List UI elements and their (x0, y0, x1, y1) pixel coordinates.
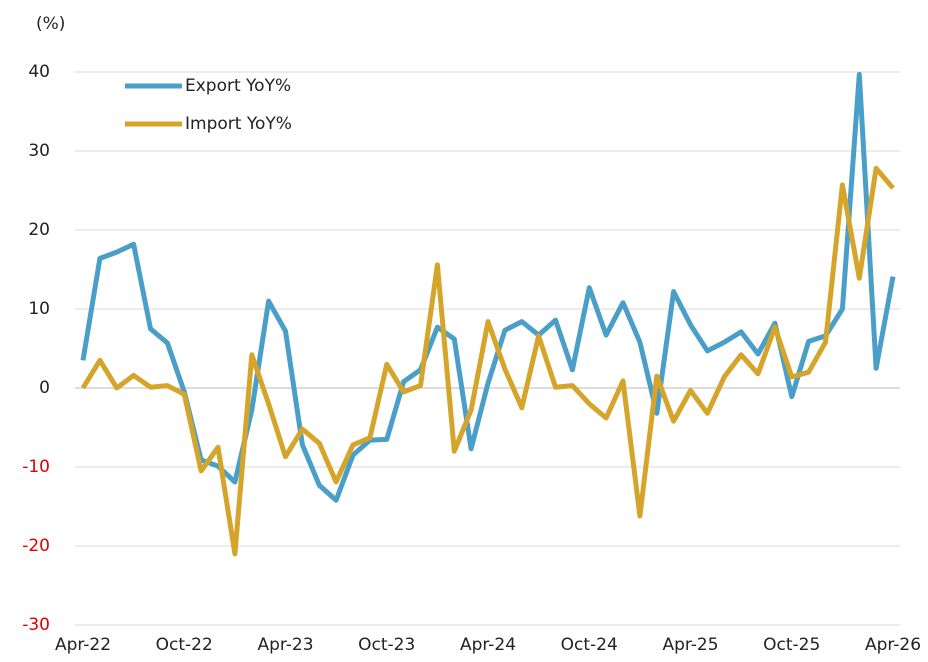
x-tick-label: Apr-24 (460, 635, 516, 655)
y-tick-label: 10 (28, 299, 50, 319)
legend-label: Import YoY% (185, 114, 292, 134)
x-tick-label: Oct-23 (358, 635, 415, 655)
line-series (80, 165, 895, 557)
y-tick-label: -10 (22, 457, 50, 477)
y-tick-label: 40 (28, 62, 50, 82)
y-axis-label: (%) (36, 14, 65, 34)
x-tick-label: Apr-22 (55, 635, 111, 655)
y-tick-label: 30 (28, 141, 50, 161)
y-tick-label: 0 (39, 378, 50, 398)
x-tick-label: Oct-24 (561, 635, 618, 655)
x-tick-label: Apr-25 (662, 635, 718, 655)
x-tick-label: Apr-26 (865, 635, 921, 655)
line-series (80, 71, 896, 503)
y-tick-label: -30 (22, 615, 50, 635)
x-tick-label: Oct-22 (156, 635, 213, 655)
y-tick-label: -20 (22, 536, 50, 556)
legend-label: Export YoY% (185, 76, 291, 96)
x-tick-label: Apr-23 (257, 635, 313, 655)
x-tick-label: Oct-25 (763, 635, 820, 655)
y-tick-label: 20 (28, 220, 50, 240)
